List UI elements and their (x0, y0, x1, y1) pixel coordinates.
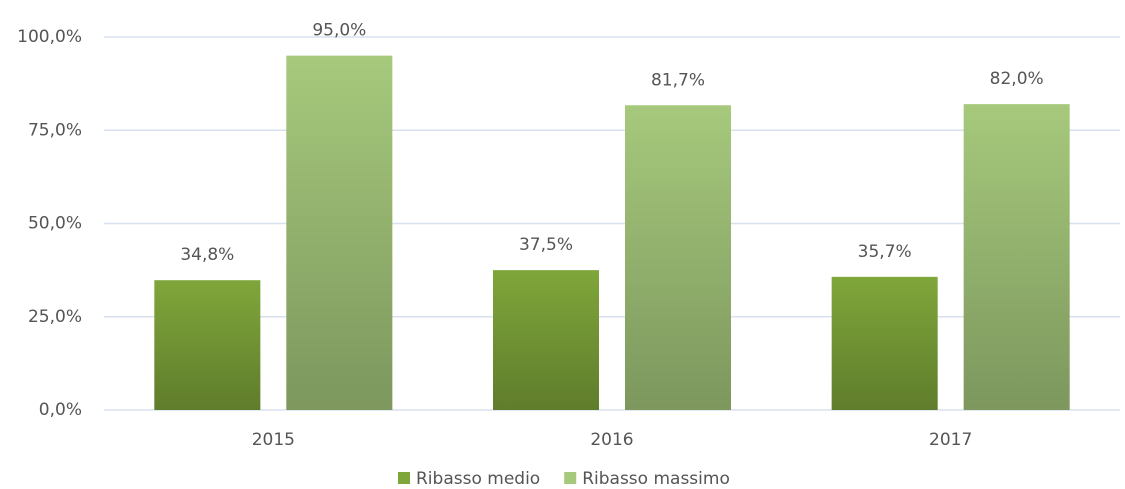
value-label: 34,8% (180, 245, 234, 265)
y-tick-label: 75,0% (28, 120, 82, 140)
x-tick-label: 2015 (252, 430, 295, 450)
value-label: 95,0% (312, 21, 366, 41)
x-tick-label: 2017 (929, 430, 972, 450)
value-label: 37,5% (519, 235, 573, 255)
bar-shade (154, 280, 261, 410)
bar-shade (493, 270, 599, 410)
y-tick-label: 25,0% (28, 307, 82, 327)
legend-swatch (564, 472, 577, 484)
bar-shade (625, 105, 731, 410)
x-tick-label: 2016 (590, 430, 633, 450)
legend-label: Ribasso medio (416, 469, 540, 489)
value-label: 35,7% (858, 242, 912, 262)
legend-swatch (398, 472, 410, 484)
value-label: 82,0% (990, 69, 1044, 89)
bar-shade (963, 104, 1070, 410)
y-tick-label: 0,0% (39, 400, 82, 420)
y-tick-label: 50,0% (28, 214, 82, 234)
bar-shade (831, 276, 938, 410)
bar-shade (286, 55, 393, 411)
value-label: 81,7% (651, 70, 705, 90)
y-tick-label: 100,0% (17, 27, 82, 47)
legend-label: Ribasso massimo (582, 469, 730, 489)
